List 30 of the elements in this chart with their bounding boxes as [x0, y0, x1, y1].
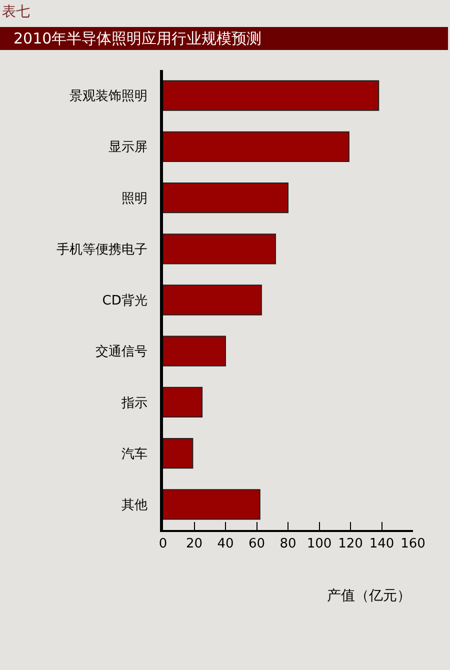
x-axis-title: 产值（亿元）: [327, 588, 411, 604]
x-tick-label: 20: [186, 536, 203, 552]
x-tick-label: 60: [248, 536, 266, 552]
y-tick-label: 景观装饰照明: [69, 89, 148, 104]
x-tick-label: 40: [217, 536, 234, 552]
bar: [163, 234, 276, 264]
bar: [163, 182, 288, 214]
bar: [163, 131, 350, 162]
bar: [163, 284, 262, 316]
y-tick-label: 其他: [121, 498, 148, 513]
y-tick-label: 照明: [121, 191, 148, 206]
x-tick-label: 80: [280, 536, 296, 552]
x-tick-label: 140: [369, 536, 394, 552]
x-tick-label: 160: [400, 536, 426, 552]
bar: [163, 80, 380, 111]
y-tick-label: 显示屏: [108, 140, 148, 156]
y-tick-label: 汽车: [121, 446, 148, 462]
text: 表七: [2, 4, 30, 20]
bar: [163, 386, 203, 418]
x-tick-label: 120: [338, 536, 363, 552]
y-tick-label: CD背光: [102, 294, 148, 309]
x-tick-label: 100: [306, 536, 332, 552]
bar: [163, 489, 260, 520]
y-tick-label: 手机等便携电子: [56, 242, 148, 258]
y-tick-label: 指示: [120, 396, 148, 411]
chart-title: 2010年半导体照明应用行业规模预测: [14, 29, 262, 48]
y-tick-label: 交通信号: [95, 344, 148, 360]
bar: [163, 336, 226, 366]
bar: [163, 438, 194, 469]
x-tick-label: 0: [158, 536, 168, 552]
